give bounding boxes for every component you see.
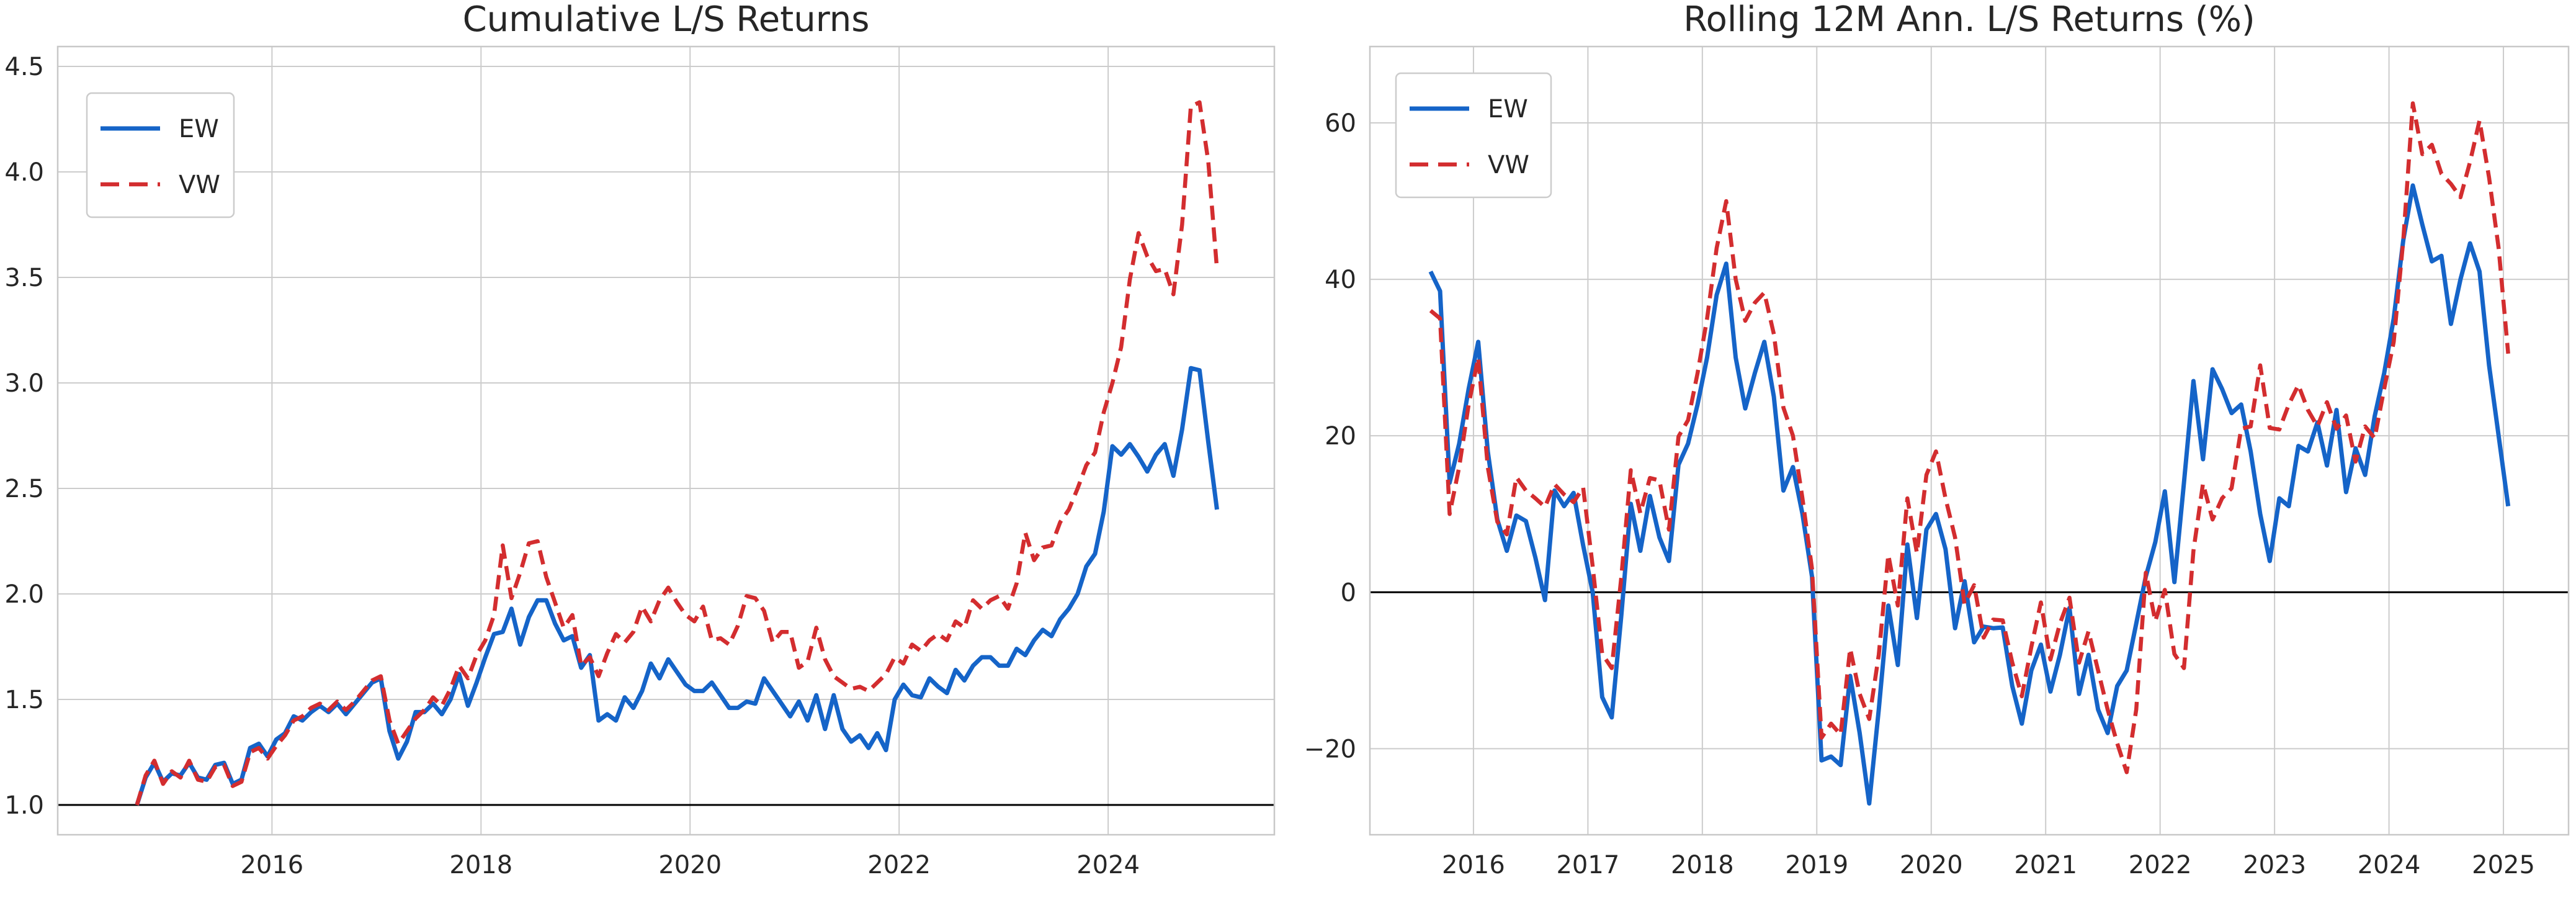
rolling-12m-ls-returns-xtick-label: 2017 xyxy=(1556,851,1619,879)
rolling-12m-ls-returns-xtick-label: 2016 xyxy=(1442,851,1505,879)
rolling-12m-ls-returns-xtick-label: 2024 xyxy=(2358,851,2421,879)
rolling-12m-ls-returns-xtick-label: 2025 xyxy=(2472,851,2535,879)
cumulative-ls-returns-ytick-label: 2.0 xyxy=(4,580,44,609)
rolling-12m-ls-returns-spines xyxy=(1369,45,2570,836)
cumulative-ls-returns-spines xyxy=(56,45,1276,836)
cumulative-ls-returns-title: Cumulative L/S Returns xyxy=(463,0,870,40)
rolling-12m-ls-returns-xtick-label: 2018 xyxy=(1671,851,1734,879)
cumulative-ls-returns-ytick-label: 3.0 xyxy=(4,369,44,398)
cumulative-ls-returns-xtick-label: 2020 xyxy=(658,851,722,879)
cumulative-ls-returns-ew-line xyxy=(135,366,1219,806)
rolling-12m-ls-returns-legend-label-ew: EW xyxy=(1488,95,1528,124)
rolling-12m-ls-returns-xtick-label: 2021 xyxy=(2014,851,2077,879)
rolling-12m-ls-returns-ytick-label: 60 xyxy=(1325,109,1356,138)
rolling-12m-ls-returns-xtick-label: 2020 xyxy=(1900,851,1963,879)
cumulative-ls-returns-xtick-label: 2018 xyxy=(449,851,512,879)
rolling-12m-ls-returns-title: Rolling 12M Ann. L/S Returns (%) xyxy=(1683,0,2255,40)
cumulative-ls-returns-xtick-label: 2022 xyxy=(867,851,931,879)
rolling-12m-ls-returns-ew-line xyxy=(1428,183,2511,806)
cumulative-ls-returns-legend-box xyxy=(86,92,235,218)
rolling-12m-ls-returns-ytick-label: 20 xyxy=(1325,422,1356,451)
cumulative-ls-returns-ytick-label: 1.0 xyxy=(4,791,44,820)
rolling-12m-ls-returns-ytick-label: −20 xyxy=(1304,735,1356,763)
cumulative-ls-returns-plot-area xyxy=(58,47,1274,835)
cumulative-ls-returns-xtick-label: 2024 xyxy=(1076,851,1140,879)
rolling-12m-ls-returns-ytick-label: 0 xyxy=(1341,578,1356,607)
rolling-12m-ls-returns-xtick-label: 2023 xyxy=(2243,851,2306,879)
cumulative-ls-returns-xtick-label: 2016 xyxy=(240,851,303,879)
cumulative-ls-returns-legend-label-vw: VW xyxy=(179,171,220,199)
rolling-12m-ls-returns-ytick-label: 40 xyxy=(1325,266,1356,294)
cumulative-ls-returns-ytick-label: 3.5 xyxy=(4,264,44,292)
cumulative-ls-returns-legend-label-ew: EW xyxy=(179,115,219,143)
cumulative-ls-returns-ytick-label: 2.5 xyxy=(4,475,44,503)
cumulative-ls-returns-ytick-label: 4.5 xyxy=(4,53,44,81)
rolling-12m-ls-returns-xtick-label: 2019 xyxy=(1785,851,1848,879)
cumulative-ls-returns-ytick-label: 1.5 xyxy=(4,686,44,714)
cumulative-ls-returns-ytick-label: 4.0 xyxy=(4,158,44,187)
rolling-12m-ls-returns-vw-line xyxy=(1429,101,2510,775)
cumulative-ls-returns-vw-line xyxy=(135,100,1219,806)
rolling-12m-ls-returns-legend-box xyxy=(1395,72,1552,199)
rolling-12m-ls-returns-xtick-label: 2022 xyxy=(2129,851,2192,879)
rolling-12m-ls-returns-legend-label-vw: VW xyxy=(1488,151,1529,179)
